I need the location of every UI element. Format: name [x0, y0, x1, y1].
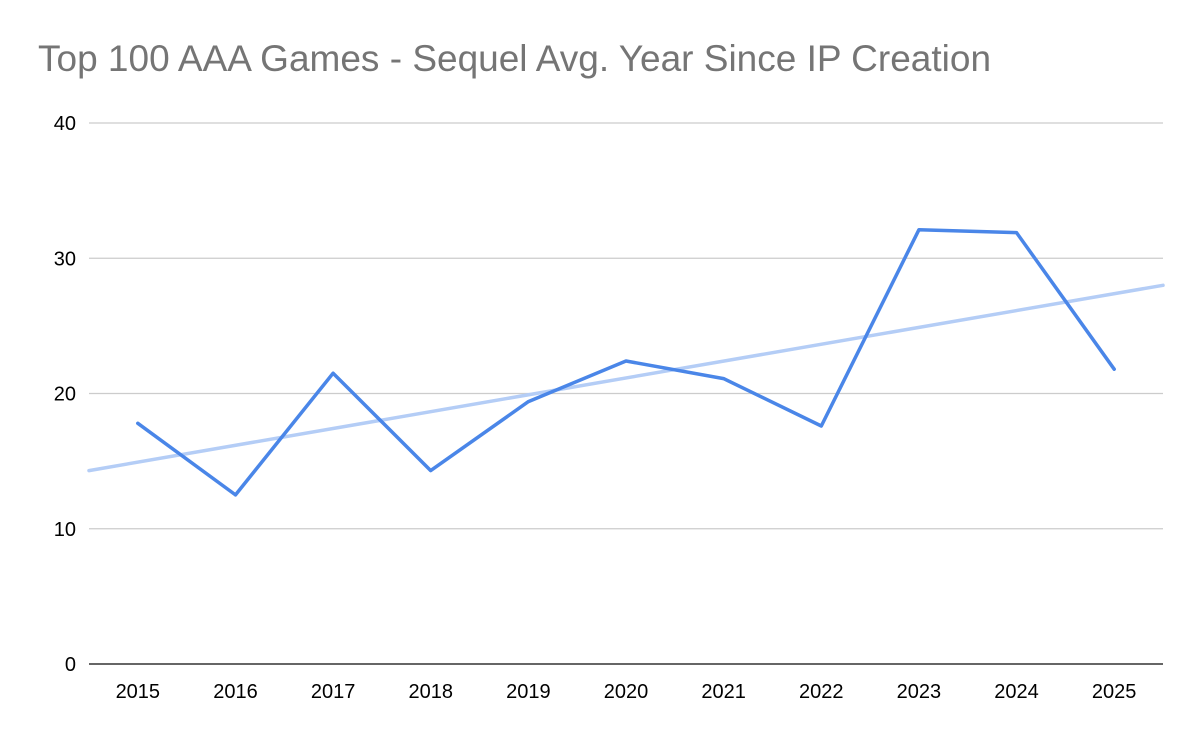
- x-tick-label: 2019: [506, 681, 551, 703]
- x-tick-label: 2021: [701, 681, 746, 703]
- data-point: [1112, 367, 1116, 371]
- data-point: [722, 377, 726, 381]
- x-tick-label: 2016: [213, 681, 258, 703]
- data-point: [1015, 231, 1019, 235]
- data-point: [624, 359, 628, 363]
- y-tick-label: 0: [65, 654, 76, 676]
- chart-title: Top 100 AAA Games - Sequel Avg. Year Sin…: [38, 38, 992, 79]
- data-point: [233, 493, 237, 497]
- data-point: [136, 421, 140, 425]
- y-axis-tick-labels: 0 10 20 30 40: [54, 113, 76, 676]
- x-tick-label: 2025: [1092, 681, 1137, 703]
- y-tick-label: 20: [54, 384, 76, 406]
- data-point: [331, 371, 335, 375]
- x-tick-label: 2022: [799, 681, 844, 703]
- x-tick-label: 2020: [604, 681, 649, 703]
- x-tick-label: 2017: [311, 681, 356, 703]
- x-tick-label: 2018: [408, 681, 453, 703]
- data-point: [429, 469, 433, 473]
- series-layer: [136, 228, 1116, 497]
- x-tick-label: 2024: [994, 681, 1039, 703]
- trendline: [87, 283, 1165, 473]
- x-tick-label: 2023: [897, 681, 942, 703]
- y-tick-label: 30: [54, 248, 76, 270]
- data-point: [917, 228, 921, 232]
- trendline-layer: [87, 283, 1165, 473]
- y-tick-label: 40: [54, 113, 76, 135]
- x-axis-tick-labels: 2015 2016 2017 2018 2019 2020 2021 2022 2023 2024…: [116, 681, 1137, 703]
- data-point: [526, 400, 530, 404]
- y-tick-label: 10: [54, 519, 76, 541]
- x-tick-label: 2015: [116, 681, 161, 703]
- gridlines: [89, 122, 1163, 665]
- data-point: [819, 424, 823, 428]
